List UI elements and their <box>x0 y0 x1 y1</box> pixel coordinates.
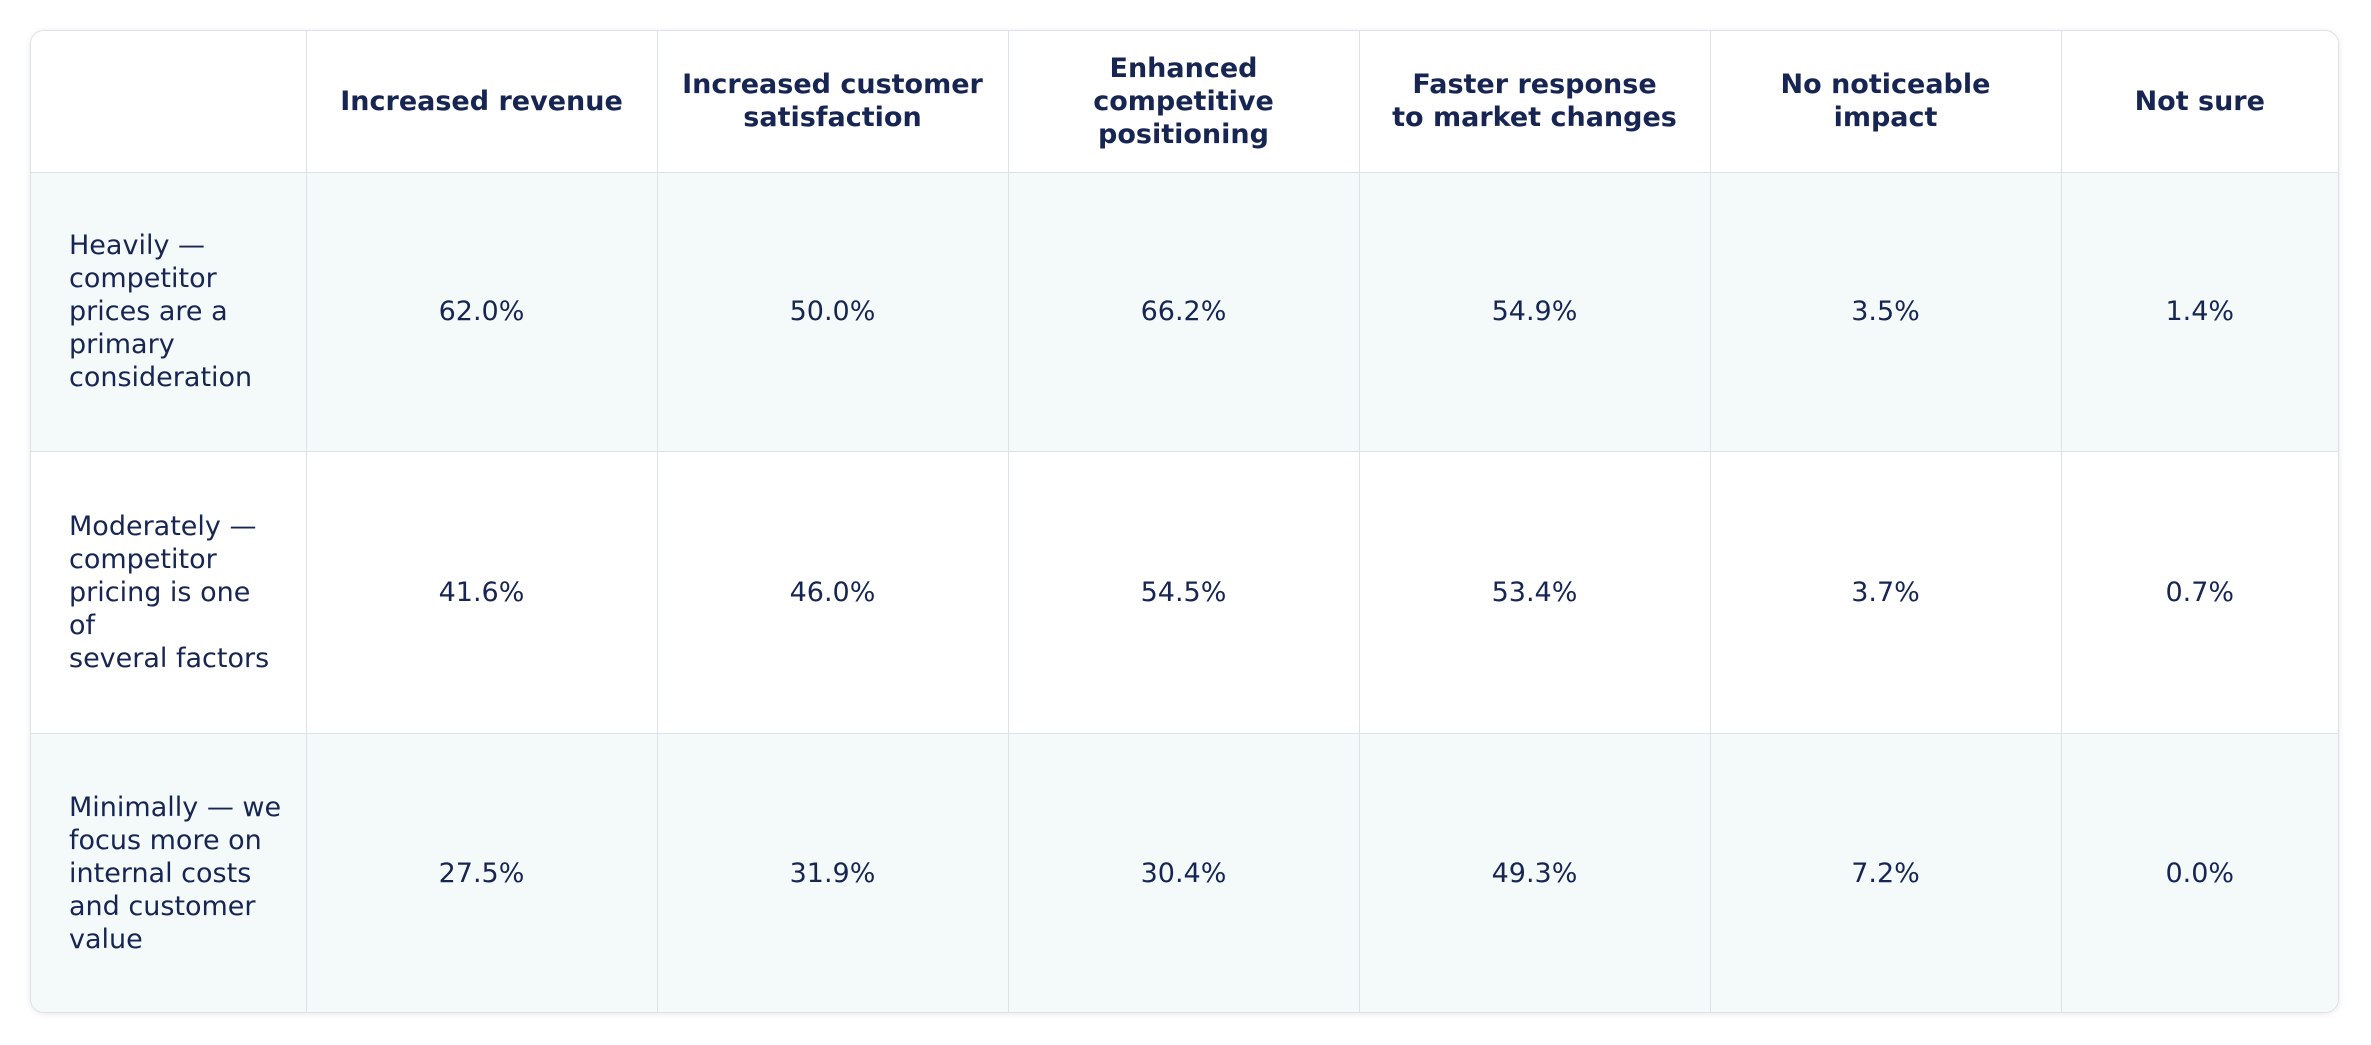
header-line: Faster response <box>1412 69 1657 101</box>
row-label-line: focus more on <box>69 825 262 857</box>
table-cell-value: 3.7% <box>1709 450 2061 733</box>
header-line: to market changes <box>1392 102 1677 134</box>
table-cell-value: 7.2% <box>1709 732 2061 1012</box>
header-row: Increased revenue Increased customer sat… <box>31 31 2338 172</box>
column-header-faster-response: Faster response to market changes <box>1358 31 1710 172</box>
table-cell-value: 50.0% <box>656 171 1008 451</box>
table-row-moderately: Moderately — competitor pricing is one o… <box>31 450 2338 733</box>
table-cell-value: 54.5% <box>1007 450 1359 733</box>
column-header-increased-customer-satisfaction: Increased customer satisfaction <box>656 31 1008 172</box>
table-cell-value: 0.0% <box>2060 732 2338 1012</box>
table-cell-value: 31.9% <box>656 732 1008 1012</box>
table-row-heavily: Heavily — competitor prices are a primar… <box>31 171 2338 451</box>
table-cell-value: 46.0% <box>656 450 1008 733</box>
row-label-line: and customer <box>69 891 256 923</box>
row-label-line: Heavily — <box>69 230 206 261</box>
comparison-table-card: Increased revenue Increased customer sat… <box>30 30 2339 1013</box>
comparison-table: Increased revenue Increased customer sat… <box>31 31 2338 1012</box>
row-label-line: consideration <box>69 362 253 393</box>
row-label-heavily: Heavily — competitor prices are a primar… <box>31 171 306 451</box>
header-line: Increased revenue <box>340 85 623 117</box>
corner-cell <box>31 31 306 172</box>
table-cell-value: 62.0% <box>305 171 657 451</box>
header-line: No noticeable impact <box>1780 69 1991 134</box>
header-line: Increased customer <box>682 69 983 101</box>
table-cell-value: 30.4% <box>1007 732 1359 1012</box>
row-label-line: several factors <box>69 642 270 674</box>
column-header-not-sure: Not sure <box>2060 31 2338 172</box>
header-line: satisfaction <box>743 102 922 134</box>
row-label-line: primary <box>69 329 175 360</box>
header-line: Enhanced competitive <box>1093 52 1274 117</box>
table-cell-value: 54.9% <box>1358 171 1710 451</box>
header-line: positioning <box>1098 118 1269 150</box>
table-cell-value: 0.7% <box>2060 450 2338 733</box>
row-label-line: prices are a <box>69 296 228 327</box>
row-label-minimally: Minimally — we focus more on internal co… <box>31 732 306 1012</box>
table-cell-value: 27.5% <box>305 732 657 1012</box>
header-line: Not sure <box>2134 85 2265 117</box>
row-label-line: pricing is one of <box>69 576 251 641</box>
row-label-line: competitor <box>69 543 217 575</box>
column-header-no-noticeable-impact: No noticeable impact <box>1709 31 2061 172</box>
column-header-increased-revenue: Increased revenue <box>305 31 657 172</box>
table-row-minimally: Minimally — we focus more on internal co… <box>31 732 2338 1012</box>
table-cell-value: 49.3% <box>1358 732 1710 1012</box>
column-header-enhanced-competitive-positioning: Enhanced competitive positioning <box>1007 31 1359 172</box>
table-cell-value: 1.4% <box>2060 171 2338 451</box>
row-label-moderately: Moderately — competitor pricing is one o… <box>31 450 306 733</box>
table-cell-value: 41.6% <box>305 450 657 733</box>
table-cell-value: 53.4% <box>1358 450 1710 733</box>
row-label-line: competitor <box>69 263 217 294</box>
row-label-line: value <box>69 924 143 956</box>
table-cell-value: 3.5% <box>1709 171 2061 451</box>
table-cell-value: 66.2% <box>1007 171 1359 451</box>
row-label-line: Moderately — <box>69 510 257 542</box>
row-label-line: Minimally — we <box>69 792 282 824</box>
row-label-line: internal costs <box>69 858 252 890</box>
